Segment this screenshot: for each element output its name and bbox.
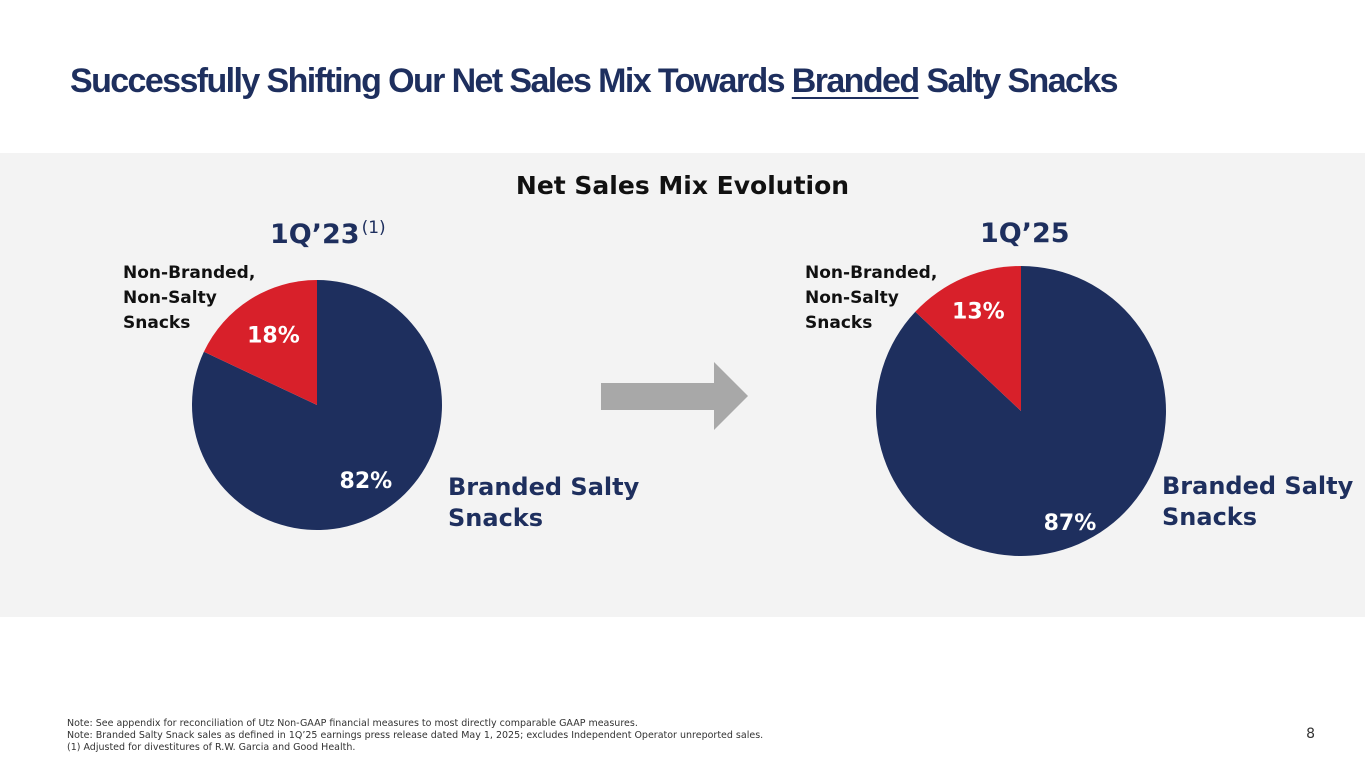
pie-1q23-branded-label: Branded Salty Snacks [448, 472, 639, 534]
label-line: Non-Branded, [123, 263, 256, 283]
footnotes: Note: See appendix for reconciliation of… [67, 718, 763, 754]
footnote: Note: See appendix for reconciliation of… [67, 718, 638, 729]
label-line: Snacks [448, 504, 544, 532]
label-line: Non-Salty [123, 288, 217, 308]
label-line: Non-Branded, [805, 263, 938, 283]
title-text-start: Successfully Shifting Our Net Sales Mix … [70, 62, 792, 100]
title-text-end: Salty Snacks [918, 62, 1118, 100]
pie-1q23-title-text: 1Q’23 [270, 219, 360, 250]
transition-arrow-icon [601, 362, 748, 430]
pie-label-branded: 82% [340, 469, 393, 494]
pie-1q25-branded-label: Branded Salty Snacks [1162, 471, 1353, 533]
slide-title: Successfully Shifting Our Net Sales Mix … [70, 62, 1119, 101]
footnote: (1) Adjusted for divestitures of R.W. Ga… [67, 742, 356, 753]
label-line: Branded Salty [448, 473, 640, 501]
pie-chart-1q23: 82% 18% [192, 280, 442, 530]
pie-label-nonbranded: 13% [952, 300, 1005, 325]
pie-slice-nonbranded [915, 266, 1021, 411]
pie-chart-1q25: 87% 13% [876, 266, 1166, 556]
label-line: Snacks [805, 313, 873, 333]
label-line: Branded Salty [1162, 472, 1354, 500]
pie-label-branded: 87% [1044, 511, 1097, 536]
label-line: Non-Salty [805, 288, 899, 308]
pie-1q25-nonbranded-label: Non-Branded, Non-Salty Snacks [805, 261, 937, 336]
pie-1q25-title-text: 1Q’25 [980, 218, 1070, 249]
pie-1q23-footnote-marker: (1) [361, 218, 386, 238]
pie-slice-nonbranded [203, 280, 317, 405]
pie-1q25-title: 1Q’25 [980, 218, 1070, 249]
panel-title: Net Sales Mix Evolution [515, 171, 850, 200]
pie-1q23-nonbranded-label: Non-Branded, Non-Salty Snacks [123, 261, 255, 336]
title-text-emphasis: Branded [791, 62, 920, 100]
pie-label-nonbranded: 18% [247, 323, 300, 348]
page-number: 8 [1306, 726, 1315, 742]
label-line: Snacks [123, 313, 191, 333]
footnote: Note: Branded Salty Snack sales as defin… [67, 730, 764, 741]
pie-1q23-title: 1Q’23 (1) [270, 218, 386, 250]
label-line: Snacks [1162, 503, 1258, 531]
